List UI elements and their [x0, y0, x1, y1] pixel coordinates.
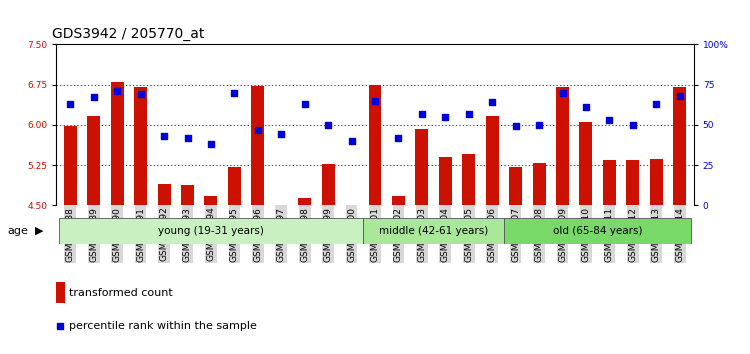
Point: [182, 135, 194, 141]
Bar: [532, 164, 545, 205]
Point: [298, 101, 310, 107]
Point: [486, 99, 498, 105]
Bar: [251, 86, 264, 205]
Point: [111, 88, 123, 94]
Bar: [462, 154, 476, 205]
Bar: [363, 218, 504, 244]
Bar: [674, 87, 686, 205]
Text: GDS3942 / 205770_at: GDS3942 / 205770_at: [53, 27, 205, 41]
Bar: [205, 196, 218, 205]
Bar: [56, 282, 64, 303]
Bar: [368, 85, 382, 205]
Bar: [298, 198, 311, 205]
Bar: [228, 167, 241, 205]
Point: [346, 138, 358, 144]
Point: [463, 111, 475, 116]
Bar: [87, 116, 100, 205]
Bar: [274, 205, 288, 223]
Point: [275, 132, 287, 137]
Point: [674, 93, 686, 99]
Point: [603, 117, 615, 123]
Bar: [58, 218, 363, 244]
Point: [88, 95, 100, 100]
Point: [440, 114, 452, 120]
Bar: [64, 126, 76, 205]
Bar: [322, 164, 334, 205]
Bar: [580, 122, 592, 205]
Text: age: age: [8, 226, 28, 236]
Point: [392, 135, 404, 141]
Text: young (19-31 years): young (19-31 years): [158, 226, 264, 236]
Text: old (65-84 years): old (65-84 years): [553, 226, 643, 236]
Point: [135, 91, 147, 97]
Point: [322, 122, 334, 128]
Bar: [111, 82, 124, 205]
Bar: [650, 159, 663, 205]
Text: middle (42-61 years): middle (42-61 years): [379, 226, 488, 236]
Point: [205, 141, 217, 147]
Bar: [134, 87, 147, 205]
Point: [369, 98, 381, 103]
Bar: [603, 160, 616, 205]
Bar: [181, 185, 194, 205]
Text: ▶: ▶: [35, 226, 44, 236]
Bar: [416, 129, 428, 205]
Bar: [556, 87, 569, 205]
Bar: [158, 184, 170, 205]
Text: percentile rank within the sample: percentile rank within the sample: [69, 321, 256, 331]
Point: [55, 323, 67, 329]
Bar: [486, 116, 499, 205]
Bar: [439, 157, 452, 205]
Point: [64, 101, 76, 107]
Bar: [392, 196, 405, 205]
Point: [158, 133, 170, 139]
Point: [533, 122, 545, 128]
Point: [252, 127, 264, 132]
Text: transformed count: transformed count: [69, 288, 172, 298]
Point: [580, 104, 592, 110]
Point: [650, 101, 662, 107]
Bar: [626, 160, 639, 205]
Bar: [504, 218, 692, 244]
Bar: [509, 167, 522, 205]
Point: [228, 90, 240, 96]
Point: [510, 124, 522, 129]
Point: [416, 111, 428, 116]
Point: [556, 90, 568, 96]
Point: [627, 122, 639, 128]
